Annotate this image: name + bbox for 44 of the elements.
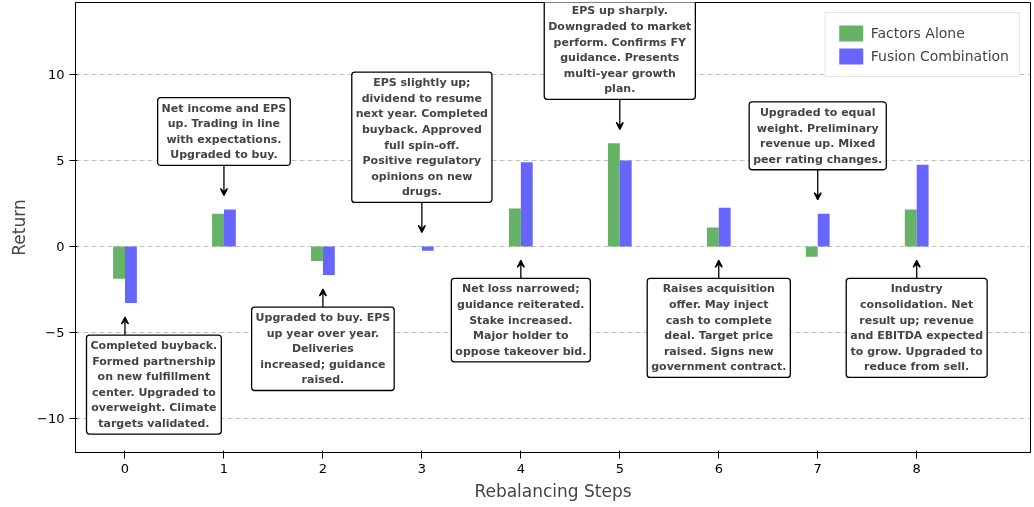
x-axis-title: Rebalancing Steps — [474, 480, 632, 501]
bar — [124, 246, 137, 304]
x-tick-label: 8 — [912, 460, 921, 476]
bar — [421, 246, 434, 251]
bar — [322, 246, 335, 276]
x-tick-label: 2 — [318, 460, 328, 476]
bar — [223, 209, 236, 247]
bar — [508, 208, 521, 247]
bar — [619, 160, 632, 247]
annotation: Completed buyback. Formed partnership on new fulfillment center. Upgraded to overweight. Climate targets validated. — [90, 339, 218, 431]
bar — [916, 164, 929, 247]
bar — [706, 227, 719, 247]
x-tick-label: 5 — [615, 460, 624, 476]
annotation: Net loss narrowed; guidance reiterated. Stake increased. Major holder to oppose takeover bid. — [455, 282, 587, 358]
y-axis-title: Return — [9, 199, 30, 256]
x-tick-label: 0 — [120, 460, 130, 476]
annotation: EPS slightly up; dividend to resume next year. Completed buyback. Approved full spin-off. Positive regulatory opinions on new drugs. — [355, 76, 488, 199]
x-tick-label: 1 — [219, 460, 229, 476]
x-tick-label: 3 — [417, 460, 427, 476]
annotation: Net income and EPS up. Trading in line with expectations. Upgraded to buy. — [161, 101, 287, 162]
y-tick-label: 0 — [56, 238, 65, 254]
y-tick-label: 10 — [47, 67, 65, 83]
bar — [607, 143, 620, 247]
annotation: Upgraded to equal weight. Preliminary revenue up. Mixed peer rating changes. — [753, 105, 883, 166]
bar — [311, 246, 323, 261]
annotation: Industry consolidation. Net result up; revenue and EBITDA expected to grow. Upgraded to reduce from sell. — [850, 282, 984, 374]
bar — [113, 246, 125, 279]
bar — [520, 162, 533, 247]
legend-label: Factors Alone — [870, 25, 965, 41]
bar — [817, 213, 830, 247]
legend-label: Fusion Combination — [870, 48, 1009, 64]
x-tick-label: 4 — [516, 460, 525, 476]
annotation: EPS up sharply. Downgraded to market perform. Confirms FY guidance. Presents multi-year growth plan. — [548, 4, 692, 96]
x-tick-label: 7 — [813, 460, 822, 476]
bar — [212, 213, 224, 247]
annotation: Upgraded to buy. EPS up year over year. Deliveries increased; guidance raised. — [255, 311, 391, 387]
y-tick-label: −10 — [37, 410, 65, 426]
x-tick-label: 6 — [714, 460, 723, 476]
annotation: Raises acquisition offer. May inject cash to complete deal. Target price raised. Signs new government contract. — [651, 282, 787, 374]
y-tick-label: 5 — [56, 153, 65, 169]
bar — [718, 207, 731, 247]
bar — [805, 246, 818, 257]
y-tick-label: −5 — [45, 324, 65, 340]
bar — [904, 209, 917, 247]
